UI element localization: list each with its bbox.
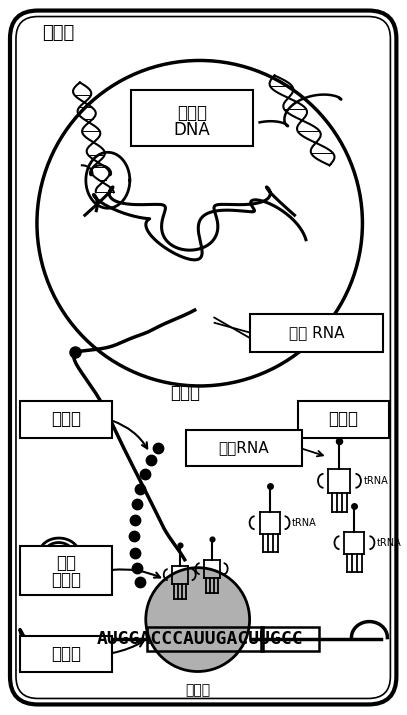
Text: 密碼子: 密碼子 [51, 571, 81, 589]
FancyBboxPatch shape [249, 314, 383, 352]
Text: DNA: DNA [173, 122, 210, 139]
FancyBboxPatch shape [186, 430, 302, 466]
FancyBboxPatch shape [20, 546, 112, 595]
Text: 互補: 互補 [56, 554, 76, 572]
Text: 信使 RNA: 信使 RNA [289, 325, 344, 340]
Text: 蛋白質: 蛋白質 [51, 410, 81, 428]
FancyBboxPatch shape [131, 90, 253, 147]
FancyBboxPatch shape [298, 401, 389, 438]
Text: 核醣體: 核醣體 [185, 684, 210, 698]
Text: AUGGACCCAUUGACUUGCC: AUGGACCCAUUGACUUGCC [96, 630, 303, 648]
Circle shape [37, 61, 363, 386]
FancyBboxPatch shape [20, 636, 112, 671]
Text: tRNA: tRNA [291, 518, 316, 528]
Text: 細胞質: 細胞質 [42, 24, 74, 42]
Text: 轉譯RNA: 轉譯RNA [218, 440, 269, 455]
Text: 胺基酸: 胺基酸 [328, 410, 359, 428]
Text: 細胞核: 細胞核 [170, 384, 200, 402]
Text: tRNA: tRNA [376, 538, 401, 548]
FancyBboxPatch shape [20, 401, 112, 438]
Text: 密碼子: 密碼子 [51, 644, 81, 663]
Circle shape [146, 568, 249, 671]
Text: 基因體: 基因體 [177, 104, 207, 122]
FancyBboxPatch shape [10, 11, 396, 704]
Text: tRNA: tRNA [363, 475, 388, 485]
